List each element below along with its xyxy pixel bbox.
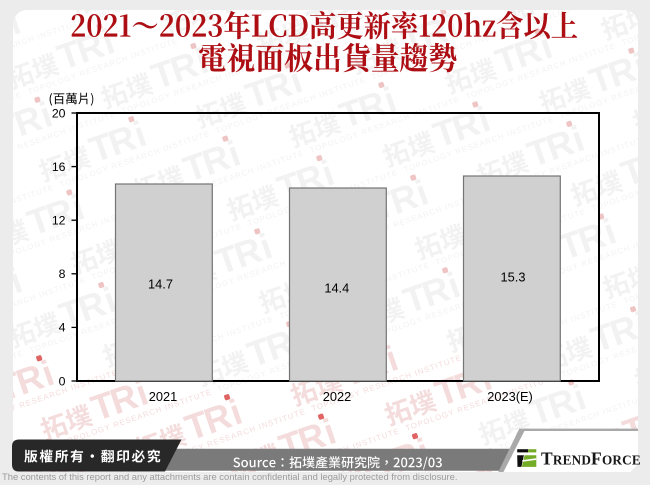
svg-text:8: 8	[59, 267, 66, 281]
svg-text:TRENDFORCE: TRENDFORCE	[541, 449, 641, 469]
svg-text:2021: 2021	[149, 389, 177, 404]
svg-text:20: 20	[52, 106, 66, 120]
svg-text:14.4: 14.4	[324, 281, 349, 296]
svg-text:0: 0	[59, 374, 66, 388]
svg-text:14.7: 14.7	[148, 277, 173, 292]
svg-text:2023(E): 2023(E)	[487, 389, 533, 404]
svg-text:12: 12	[52, 214, 66, 228]
svg-text:4: 4	[59, 321, 66, 335]
svg-text:15.3: 15.3	[501, 270, 526, 285]
svg-text:The contents of this report an: The contents of this report and any atta…	[2, 471, 457, 482]
svg-text:2022: 2022	[323, 389, 351, 404]
svg-text:16: 16	[52, 160, 66, 174]
